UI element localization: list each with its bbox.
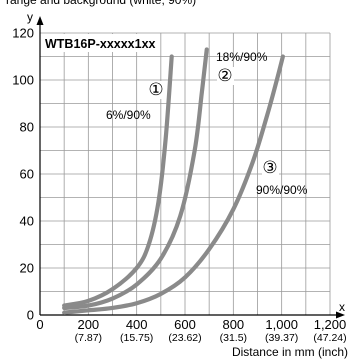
- series-2-marker: ②: [217, 66, 232, 86]
- y-tick-label: 100: [12, 73, 34, 88]
- x-tick-label: 0: [36, 317, 43, 332]
- series-2-marker-bg: [217, 67, 234, 85]
- x-tick-label: 1,000: [265, 317, 298, 332]
- x-axis-arrow: [336, 311, 345, 319]
- x-tick-sublabel: (15.75): [120, 332, 153, 344]
- series-1-marker: ①: [148, 80, 163, 100]
- series-3-marker: ③: [262, 158, 277, 178]
- series-2-annotation: 18%/90%: [216, 50, 268, 64]
- inner-title-box: [41, 34, 159, 52]
- x-tick-sublabel: (47.24): [313, 332, 346, 344]
- x-tick-sublabel: (39.37): [265, 332, 298, 344]
- axes: [36, 16, 345, 319]
- y-tick-label: 20: [20, 261, 34, 276]
- y-tick-label: 80: [20, 120, 34, 135]
- series-layer: [62, 47, 285, 315]
- inner-title: WTB16P-xxxxx1xx: [45, 37, 156, 51]
- y-axis-arrow: [36, 16, 44, 25]
- series-3-marker-bg: [262, 159, 279, 177]
- x-axis-letter: x: [339, 300, 345, 314]
- x-tick-label: 800: [222, 317, 244, 332]
- x-tick-sublabel: (7.87): [75, 332, 102, 344]
- series-1-marker-bg: [148, 81, 165, 99]
- series-1-curve: [62, 54, 174, 308]
- x-tick-sublabel: (31.5): [220, 332, 247, 344]
- x-tick-label: 1,200: [314, 317, 347, 332]
- series-2-curve: [62, 47, 209, 311]
- series-1-annotation: 6%/90%: [106, 108, 151, 122]
- x-tick-label: 200: [77, 317, 99, 332]
- x-tick-sublabel: (23.62): [168, 332, 201, 344]
- series-3-curve: [62, 54, 285, 315]
- y-tick-label: 60: [20, 167, 34, 182]
- x-axis-caption: Distance in mm (inch): [232, 345, 348, 359]
- y-axis-letter: y: [27, 10, 33, 24]
- series-3-annotation: 90%/90%: [256, 183, 308, 197]
- labels-layer: range and background (white, 90%) y x 0 20 40…: [6, 0, 348, 359]
- x-tick-label: 600: [174, 317, 196, 332]
- x-tick-label: 400: [126, 317, 148, 332]
- chart-caption: range and background (white, 90%): [6, 0, 196, 7]
- y-tick-label: 40: [20, 214, 34, 229]
- grid: [40, 32, 331, 315]
- y-tick-label: 0: [27, 308, 34, 323]
- y-tick-label: 120: [12, 26, 34, 41]
